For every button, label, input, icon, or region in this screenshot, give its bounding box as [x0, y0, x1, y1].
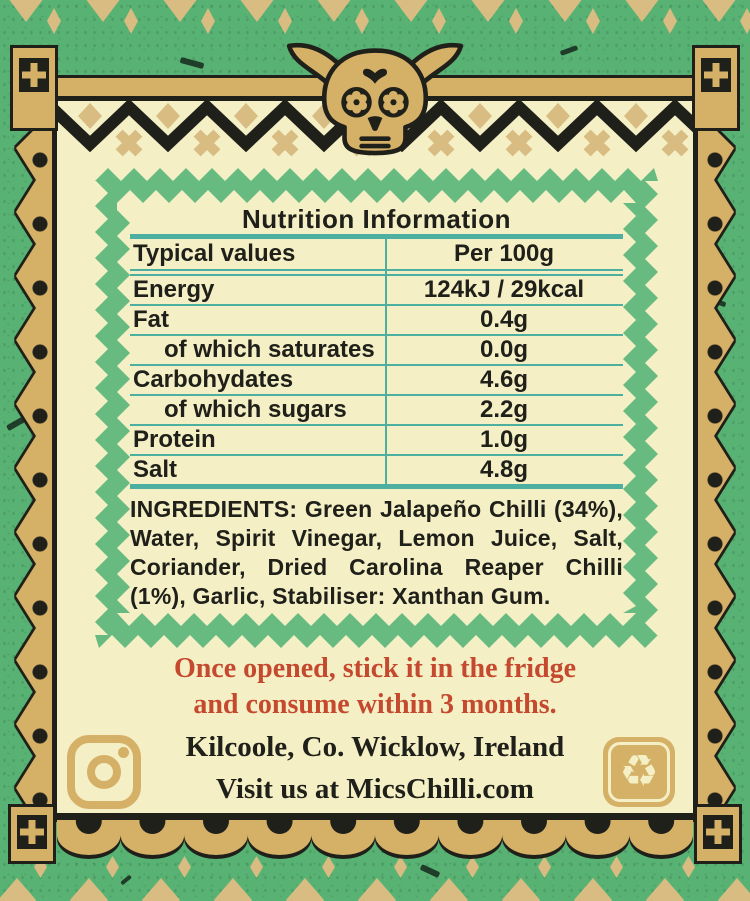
row-label: of which saturates	[164, 336, 375, 363]
instagram-flash-dot	[118, 747, 129, 758]
flower-eye-right	[382, 90, 404, 114]
instagram-icon	[67, 735, 141, 809]
row-value: 0.4g	[479, 306, 529, 333]
cross-icon	[704, 63, 728, 87]
cross-icon	[706, 820, 730, 844]
frame-right-border	[693, 128, 734, 820]
ingredients-label: INGREDIENTS:	[130, 496, 298, 522]
flower-eye-left	[346, 90, 368, 114]
frame-left-border	[16, 128, 57, 820]
table-header-typical-values: Typical values	[133, 240, 296, 267]
storage-note: Once opened, stick it in the fridge and …	[57, 651, 693, 723]
cross-icon	[20, 820, 44, 844]
table-row: Protein 1.0g	[130, 426, 623, 456]
row-value: 0.0g	[479, 336, 529, 363]
frame-corner-top-left	[10, 45, 58, 131]
row-label: Carbohydates	[133, 366, 294, 393]
row-value: 1.0g	[479, 426, 529, 453]
label-panel: Nutrition Information Typical values Per…	[57, 99, 693, 820]
table-row: Salt 4.8g	[130, 456, 623, 489]
heart-icon	[362, 68, 388, 84]
recycle-icon: ♻︎	[603, 737, 675, 807]
producer-address: Kilcoole, Co. Wicklow, Ireland	[185, 731, 565, 763]
row-label: Protein	[133, 426, 216, 453]
scalloped-border-decoration	[57, 813, 693, 860]
ingredients-text: Green Jalapeño Chilli (34%), Water, Spir…	[130, 496, 623, 609]
frame-corner-bottom-left	[8, 804, 56, 864]
row-label: Energy	[133, 276, 215, 303]
instagram-lens	[87, 755, 121, 789]
row-label: Salt	[133, 456, 178, 483]
stamp-border: Nutrition Information Typical values Per…	[95, 168, 658, 648]
recycle-glyph: ♻︎	[619, 746, 659, 797]
nutrition-table: Typical values Per 100g Energy 124kJ / 2…	[130, 239, 623, 489]
table-row: Carbohydates 4.6g	[130, 366, 623, 396]
table-column-divider	[385, 239, 387, 489]
storage-note-line2: and consume within 3 months.	[193, 689, 557, 720]
row-value: 4.8g	[479, 456, 529, 483]
nutrition-panel: Nutrition Information Typical values Per…	[117, 190, 636, 626]
recycle-icon-frame	[608, 742, 670, 802]
cross-icon	[22, 63, 46, 87]
frame-corner-top-right	[692, 45, 740, 131]
nutrition-title: Nutrition Information	[130, 204, 623, 239]
row-value: 2.2g	[479, 396, 529, 423]
table-header-row: Typical values Per 100g	[130, 239, 623, 276]
table-row: Fat 0.4g	[130, 306, 623, 336]
row-label: of which sugars	[164, 396, 347, 423]
table-row: Energy 124kJ / 29kcal	[130, 276, 623, 306]
table-row: of which saturates 0.0g	[130, 336, 623, 366]
table-header-per-100g: Per 100g	[453, 240, 555, 267]
frame-corner-bottom-right	[694, 804, 742, 864]
storage-note-line1: Once opened, stick it in the fridge	[173, 653, 577, 684]
row-label: Fat	[133, 306, 169, 333]
ingredients-paragraph: INGREDIENTS: Green Jalapeño Chilli (34%)…	[130, 495, 623, 611]
website-text: Visit us at MicsChilli.com	[216, 773, 534, 805]
row-value: 124kJ / 29kcal	[423, 276, 585, 303]
row-value: 4.6g	[479, 366, 529, 393]
sugar-skull-icon	[286, 42, 464, 156]
table-row: of which sugars 2.2g	[130, 396, 623, 426]
